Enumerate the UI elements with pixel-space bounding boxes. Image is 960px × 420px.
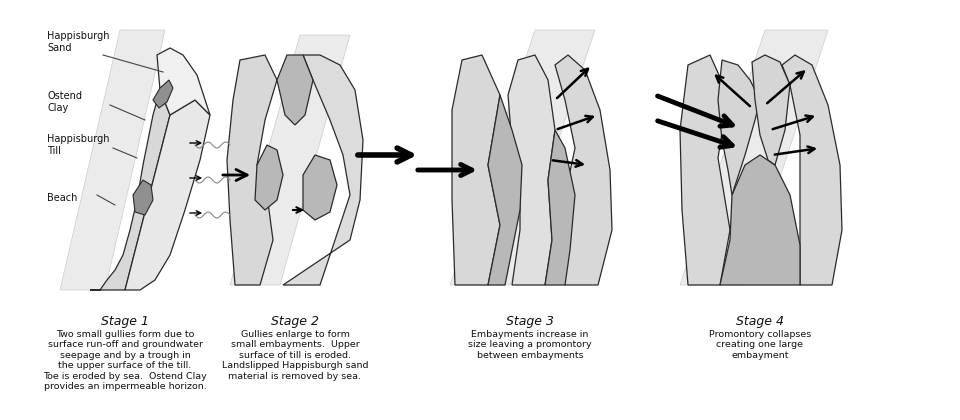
Polygon shape (157, 48, 210, 115)
Polygon shape (303, 155, 337, 220)
Polygon shape (255, 145, 283, 210)
Polygon shape (277, 55, 313, 125)
Polygon shape (720, 155, 800, 285)
Polygon shape (283, 55, 363, 285)
Polygon shape (555, 55, 612, 285)
Text: Beach: Beach (47, 193, 78, 203)
Text: Stage 1: Stage 1 (101, 315, 149, 328)
Text: Embayments increase in
size leaving a promontory
between embayments: Embayments increase in size leaving a pr… (468, 330, 591, 360)
Text: Stage 3: Stage 3 (506, 315, 554, 328)
Polygon shape (488, 95, 522, 285)
Polygon shape (782, 55, 842, 285)
Text: Happisburgh
Sand: Happisburgh Sand (47, 31, 109, 53)
Polygon shape (227, 55, 277, 285)
Text: Two small gullies form due to
surface run-off and groundwater
seepage and by a t: Two small gullies form due to surface ru… (43, 330, 206, 391)
Polygon shape (153, 80, 173, 108)
Polygon shape (125, 100, 210, 290)
Polygon shape (133, 180, 153, 215)
Polygon shape (90, 90, 170, 290)
Text: Stage 2: Stage 2 (271, 315, 319, 328)
Polygon shape (508, 55, 555, 285)
Polygon shape (752, 55, 790, 165)
Polygon shape (680, 30, 828, 285)
Polygon shape (60, 30, 165, 290)
Text: Stage 4: Stage 4 (736, 315, 784, 328)
Text: Happisburgh
Till: Happisburgh Till (47, 134, 109, 156)
Polygon shape (718, 60, 760, 195)
Polygon shape (452, 55, 500, 285)
Polygon shape (230, 35, 350, 285)
Text: Gullies enlarge to form
small embayments.  Upper
surface of till is eroded.
Land: Gullies enlarge to form small embayments… (222, 330, 369, 381)
Text: Ostend
Clay: Ostend Clay (47, 91, 82, 113)
Polygon shape (545, 130, 575, 285)
Text: Promontory collapses
creating one large
embayment: Promontory collapses creating one large … (708, 330, 811, 360)
Polygon shape (680, 55, 730, 285)
Polygon shape (450, 30, 595, 285)
